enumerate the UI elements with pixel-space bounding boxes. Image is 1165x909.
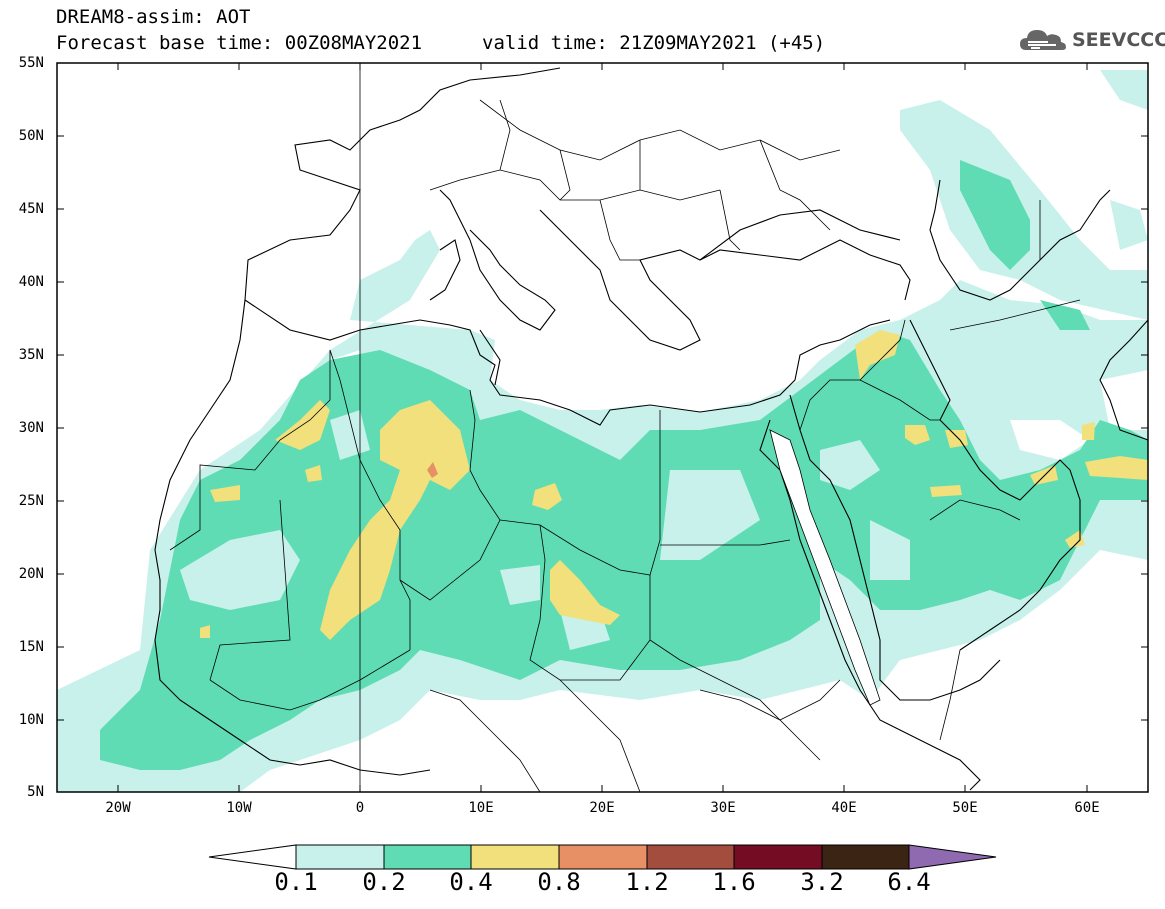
lon-label: 10W xyxy=(226,800,252,816)
colorbar-label: 0.1 xyxy=(274,868,318,896)
lat-label: 25N xyxy=(18,493,44,509)
valid-time: valid time: 21Z09MAY2021 (+45) xyxy=(482,32,826,54)
colorbar-label: 3.2 xyxy=(800,868,844,896)
colorbar-low-arrow xyxy=(208,844,297,870)
colorbar-box-0.2 xyxy=(383,844,472,870)
lat-label: 20N xyxy=(18,566,44,582)
lon-label: 10E xyxy=(468,800,494,816)
lat-label: 50N xyxy=(18,128,44,144)
lon-label: 30E xyxy=(710,800,736,816)
country-borders xyxy=(169,63,1081,792)
lon-label: 40E xyxy=(831,800,857,816)
coastlines xyxy=(154,67,1148,791)
lat-label: 35N xyxy=(18,347,44,363)
aot-level-0.1-inner xyxy=(180,410,910,650)
lat-label: 15N xyxy=(18,639,44,655)
colorbar xyxy=(208,844,997,870)
colorbar-label: 0.8 xyxy=(537,868,581,896)
lat-label: 10N xyxy=(18,712,44,728)
lon-label: 60E xyxy=(1074,800,1100,816)
colorbar-label: 1.6 xyxy=(712,868,756,896)
colorbar-label: 6.4 xyxy=(887,868,931,896)
aot-level-0.4 xyxy=(200,330,1148,640)
forecast-base-time: Forecast base time: 00Z08MAY2021 xyxy=(56,32,423,54)
colorbar-label: 0.2 xyxy=(362,868,406,896)
colorbar-box-1.2 xyxy=(646,844,735,870)
map-title: DREAM8-assim: AOT xyxy=(56,6,251,28)
lat-label: 45N xyxy=(18,201,44,217)
cloud-icon xyxy=(1020,30,1066,50)
colorbar-box-0.1 xyxy=(295,844,385,870)
lat-label: 55N xyxy=(18,55,44,71)
axis-ticks xyxy=(57,62,1148,792)
lat-label: 40N xyxy=(18,274,44,290)
colorbar-box-0.4 xyxy=(470,844,560,870)
colorbar-box-0.8 xyxy=(558,844,648,870)
lon-label: 20E xyxy=(589,800,615,816)
lon-label: 20W xyxy=(105,800,131,816)
colorbar-label: 1.2 xyxy=(625,868,669,896)
colorbar-high-arrow xyxy=(908,844,997,870)
logo-text: SEEVCCC xyxy=(1072,29,1165,51)
red-sea xyxy=(769,429,881,706)
colorbar-box-3.2 xyxy=(821,844,910,870)
lat-label: 5N xyxy=(27,784,44,800)
lon-label: 50E xyxy=(952,800,978,816)
colorbar-box-1.6 xyxy=(733,844,823,870)
colorbar-label: 0.4 xyxy=(449,868,493,896)
lat-label: 30N xyxy=(18,420,44,436)
aot-level-0.8 xyxy=(427,462,438,478)
lon-label: 0 xyxy=(355,800,365,816)
seevccc-logo: SEEVCCC xyxy=(1018,24,1165,56)
